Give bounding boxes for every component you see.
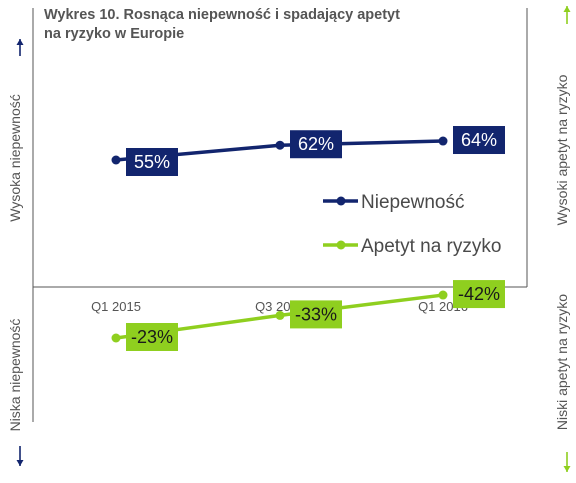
right-arrow-up-icon (563, 6, 571, 24)
left-arrow-up-icon (16, 39, 24, 56)
right-axis-label-bottom: Niski apetyt na ryzyko (554, 294, 570, 430)
uncertainty-point-3 (438, 136, 448, 146)
uncertainty-point-1 (111, 155, 121, 165)
chart-title: Wykres 10. Rosnąca niepewność i spadając… (44, 6, 514, 44)
appetite-data-label-1: -23% (126, 323, 178, 351)
uncertainty-data-label-1: 55% (126, 148, 178, 176)
chart-title-line-1: Wykres 10. Rosnąca niepewność i spadając… (44, 7, 400, 23)
legend-appetite-label: Apetyt na ryzyko (361, 236, 501, 257)
svg-text:62%: 62% (298, 134, 334, 154)
legend-appetite-marker (336, 240, 346, 250)
uncertainty-point-2 (275, 140, 285, 150)
svg-text:-42%: -42% (458, 284, 500, 304)
appetite-point-1 (111, 333, 121, 343)
right-arrow-down-icon (563, 452, 571, 472)
x-tick-label-1: Q1 2015 (91, 299, 141, 314)
uncertainty-data-label-3: 64% (453, 126, 505, 155)
legend-uncertainty-marker (336, 196, 346, 206)
legend-uncertainty-label: Niepewność (361, 192, 465, 213)
appetite-point-3 (438, 290, 448, 300)
right-axis-label-top: Wysoki apetyt na ryzyko (554, 74, 570, 225)
appetite-data-label-3: -42% (453, 280, 505, 309)
svg-text:-23%: -23% (131, 327, 173, 347)
chart-title-line-2: na ryzyko w Europie (44, 26, 185, 42)
left-axis-label-top: Wysoka niepewność (7, 94, 23, 222)
left-arrow-down-icon (16, 446, 24, 466)
svg-text:-33%: -33% (295, 304, 337, 324)
svg-text:55%: 55% (134, 152, 170, 172)
uncertainty-data-label-2: 62% (290, 130, 342, 159)
appetite-data-label-2: -33% (290, 300, 342, 329)
appetite-point-2 (275, 310, 285, 320)
left-axis-label-bottom: Niska niepewność (7, 319, 23, 432)
svg-text:64%: 64% (461, 130, 497, 150)
